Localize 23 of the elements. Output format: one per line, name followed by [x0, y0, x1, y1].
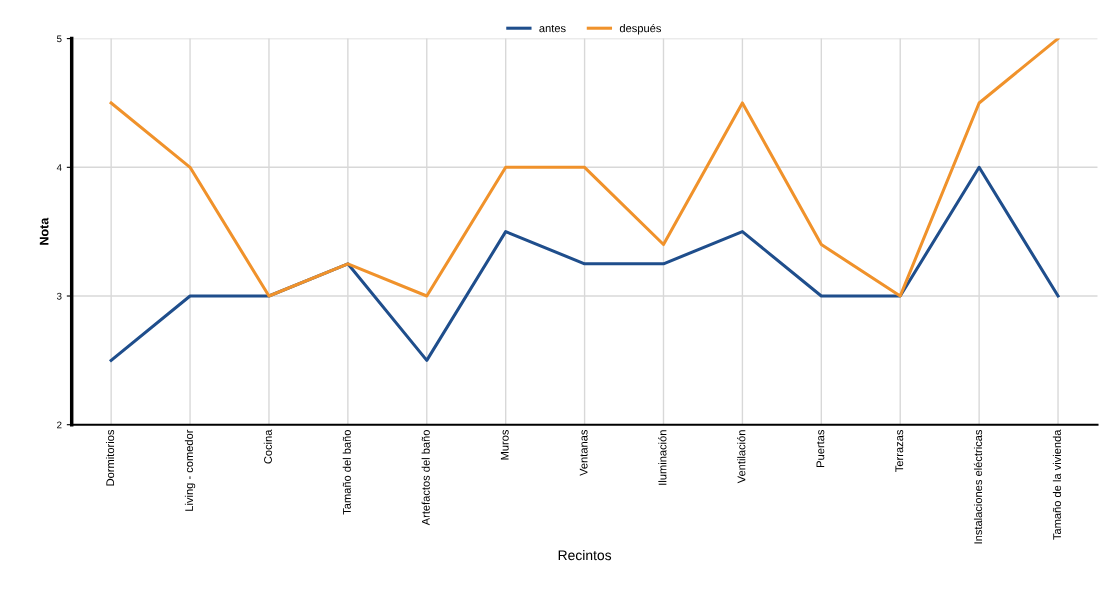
x-tick-label: Tamaño de la vivienda	[1052, 429, 1062, 540]
x-axis-title: Recintos	[558, 549, 612, 561]
line-series	[109, 165, 1060, 362]
x-tick-label: Iluminación	[658, 430, 667, 485]
x-tick-label: Terrazas	[895, 429, 904, 472]
y-tick-label: 4	[56, 164, 62, 171]
x-tick-label: Puertas	[816, 429, 825, 467]
y-axis-title: Nota	[39, 217, 49, 245]
x-tick-label: Artefactos del baño	[421, 430, 430, 526]
line-series	[109, 38, 1060, 298]
y-tick-label: 2	[57, 421, 62, 429]
x-tick-label: Instalaciones eléctricas	[973, 429, 983, 544]
x-tick-label: Tamaño del baño	[342, 430, 351, 515]
x-tick-label: Dormitorios	[105, 429, 115, 486]
legend-label: antes	[539, 24, 566, 33]
x-tick-label: Ventanas	[579, 429, 588, 476]
x-tick-label: Ventilación	[737, 430, 746, 484]
legend-label: después	[619, 23, 662, 35]
y-tick-label: 5	[56, 35, 62, 43]
x-tick-label: Cocina	[263, 429, 272, 464]
y-tick-label: 3	[56, 292, 62, 300]
x-tick-label: Muros	[500, 429, 509, 460]
x-tick-label: Living - comedor	[184, 429, 196, 511]
